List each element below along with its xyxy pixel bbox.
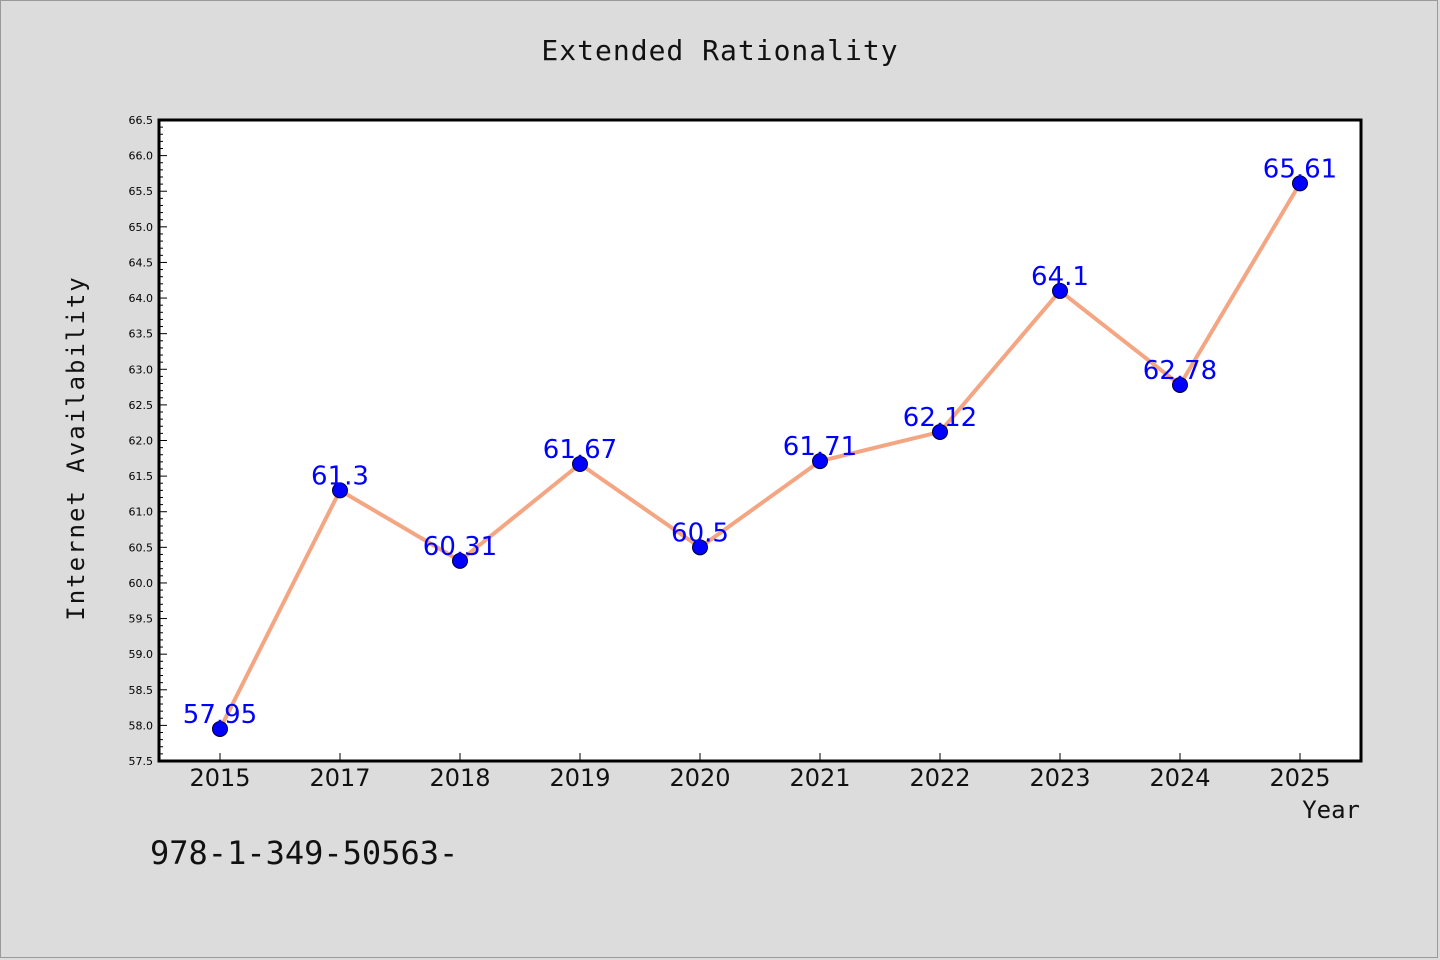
x-tick-label: 2021	[789, 764, 850, 792]
data-label: 65.61	[1263, 154, 1337, 184]
data-point	[812, 453, 828, 470]
data-point	[1172, 376, 1188, 393]
x-tick-label: 2018	[429, 764, 490, 792]
x-axis-label: Year	[1302, 796, 1360, 824]
y-tick-label: 60.0	[129, 577, 154, 590]
footnote-text: 978-1-349-50563-	[150, 834, 459, 872]
y-tick-label: 66.0	[129, 150, 154, 163]
y-tick-label: 57.5	[129, 755, 154, 768]
x-tick-label: 2017	[309, 764, 370, 792]
y-tick-label: 66.5	[129, 114, 154, 127]
x-tick-label: 2025	[1269, 764, 1330, 792]
data-point	[932, 423, 948, 440]
x-tick-label: 2023	[1029, 764, 1090, 792]
data-point	[1052, 282, 1068, 299]
data-point	[332, 482, 348, 499]
data-point	[572, 456, 588, 473]
data-label: 61.71	[783, 432, 857, 462]
data-point	[452, 552, 468, 569]
y-tick-label: 64.0	[129, 292, 154, 305]
y-tick-label: 62.5	[129, 399, 154, 412]
data-series	[212, 175, 1308, 737]
data-point	[692, 539, 708, 556]
y-tick-label: 59.0	[129, 648, 154, 661]
x-tick-label: 2020	[669, 764, 730, 792]
data-label: 62.12	[903, 403, 977, 433]
x-tick-label: 2015	[189, 764, 250, 792]
y-tick-label: 64.5	[129, 256, 154, 269]
y-tick-label: 61.5	[129, 470, 154, 483]
y-tick-label: 63.5	[129, 328, 154, 341]
data-label: 57.95	[183, 700, 257, 730]
y-tick-label: 61.0	[129, 506, 154, 519]
y-tick-label: 59.5	[129, 613, 154, 626]
y-tick-label: 60.5	[129, 541, 154, 554]
x-tick-label: 2024	[1149, 764, 1210, 792]
data-label: 62.78	[1143, 356, 1217, 386]
y-tick-label: 63.0	[129, 363, 154, 376]
x-tick-label: 2022	[909, 764, 970, 792]
data-point	[1292, 175, 1308, 192]
data-labels: 57.95 61.3 60.31 61.67 60.5 61.71 62.12 64.1 62.…	[183, 154, 1337, 730]
chart-title: Extended Rationality	[541, 34, 899, 67]
x-axis: 2015 2017 2018 2019 2020 2021 2022 2023 2024 2025	[189, 753, 1331, 792]
y-axis: 57.5 58.0 58.5 59.0 59.5 60.0 60.5 61.0 61.5 62.0…	[129, 114, 167, 768]
data-label: 64.1	[1031, 262, 1089, 292]
data-label: 61.3	[311, 461, 369, 491]
y-tick-label: 65.0	[129, 221, 154, 234]
plot-area	[157, 118, 1363, 763]
y-tick-label: 58.5	[129, 684, 154, 697]
x-tick-label: 2019	[549, 764, 610, 792]
y-tick-label: 62.0	[129, 435, 154, 448]
series-line	[218, 182, 1302, 730]
y-tick-label: 58.0	[129, 719, 154, 732]
data-label: 60.5	[671, 518, 729, 548]
data-label: 61.67	[543, 435, 617, 465]
y-tick-label: 65.5	[129, 185, 154, 198]
data-label: 60.31	[423, 532, 497, 562]
data-point	[212, 720, 228, 737]
